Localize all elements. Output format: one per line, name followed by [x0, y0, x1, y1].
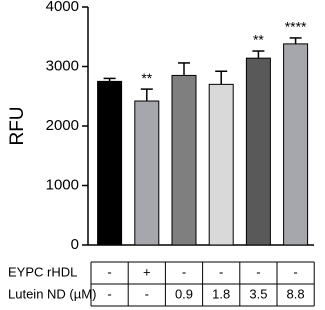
y-tick-label: 2000 [46, 117, 79, 134]
table-cell: - [256, 264, 260, 279]
table-cell: - [293, 264, 297, 279]
table-cell: 0.9 [175, 286, 193, 301]
table-cell: 1.8 [212, 286, 230, 301]
y-axis-label: RFU [7, 106, 28, 145]
y-tick-label: 3000 [46, 57, 79, 74]
y-tick-label: 1000 [46, 176, 79, 193]
table-cell: - [107, 286, 111, 301]
bar [245, 57, 271, 246]
table-cell: - [145, 286, 149, 301]
bar [134, 100, 160, 246]
significance: ** [141, 70, 152, 86]
bar [283, 43, 309, 246]
row-label: EYPC rHDL [8, 264, 77, 279]
significance: ** [253, 32, 264, 48]
table-cell: - [219, 264, 223, 279]
table-cell: 8.8 [287, 286, 305, 301]
bar [171, 74, 197, 246]
y-tick-label: 4000 [46, 0, 79, 15]
bar [97, 80, 123, 246]
table-cell: - [182, 264, 186, 279]
row-label: Lutein ND (µM) [8, 286, 96, 301]
y-tick-label: 0 [71, 236, 79, 253]
table-cell: 3.5 [249, 286, 267, 301]
table-cell: - [107, 264, 111, 279]
table-cell: + [143, 264, 151, 279]
significance: **** [285, 19, 307, 35]
bar [208, 83, 234, 246]
